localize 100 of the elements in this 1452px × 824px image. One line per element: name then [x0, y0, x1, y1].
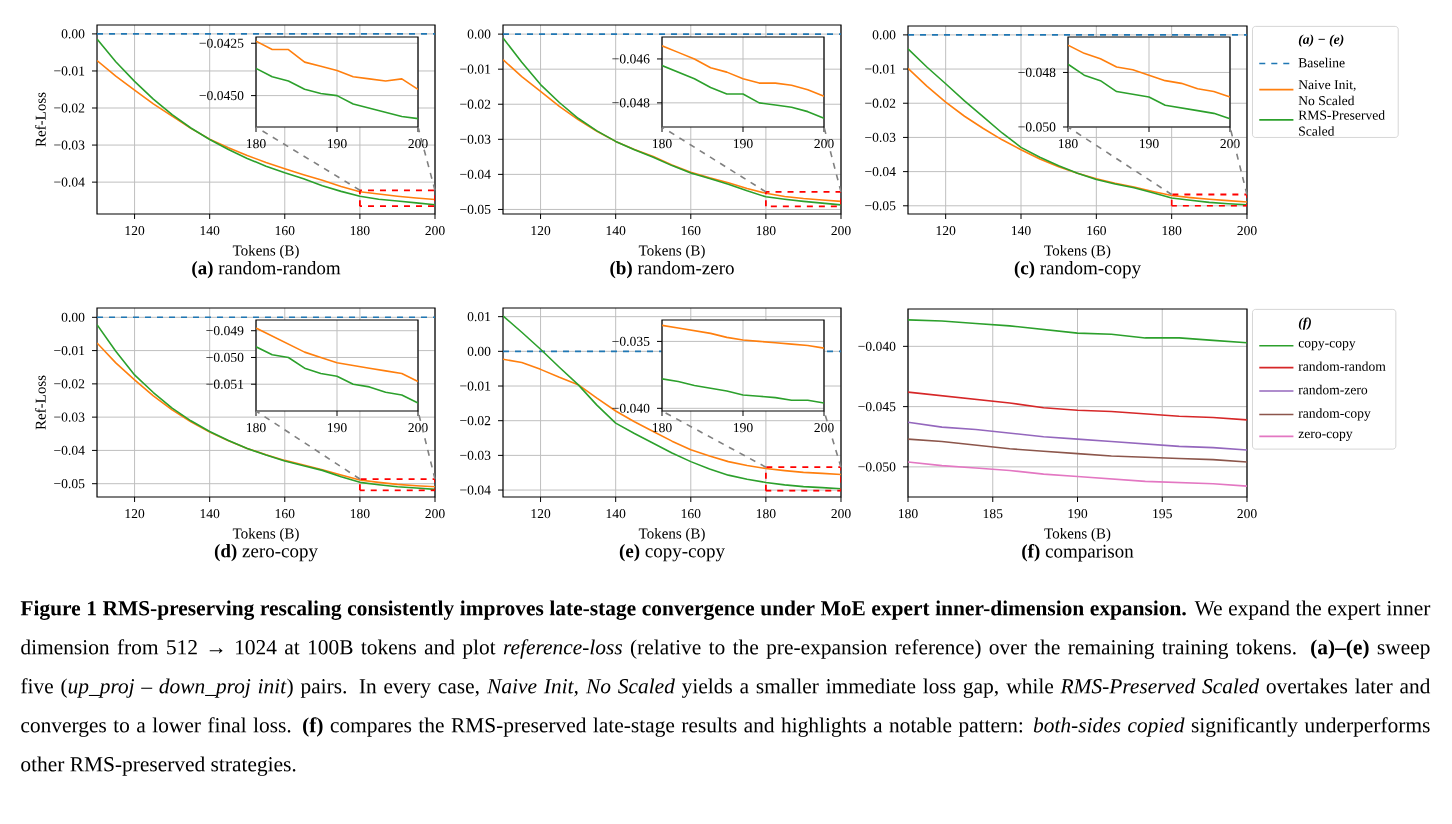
x-tick-label: 140 [200, 226, 220, 236]
text: Figure 1 RMS-preserving rescaling consistently improves late-stage convergence under MoE expert inner-dimension expansion. We expand the expert inner dimension from 512 → 1024 at 100B tokens and plot reference-loss (relative to the pre-expansion reference) over the remaining training tokens. (a)–(e) sweep five (up_proj – down_proj init) pairs. In every case, Naive Init, No Scaled yields a smaller immediate loss gap, while RMS-Preserved Scaled overtakes later and converges to a lower final loss. (f) compares the RMS-preserved late-stage results and highlights a notable pattern: both-sides copied significantly underperforms other RMS-preserved strategies. [20, 600, 1431, 776]
y-tick-label: −0.050 [858, 462, 896, 472]
y-tick-label: −0.045 [858, 401, 896, 412]
y-tick-label: −0.051 [206, 379, 244, 389]
y-tick-label: −0.04 [54, 445, 85, 456]
text: (e) copy-copy [619, 544, 725, 562]
y-tick-label: −0.0450 [199, 90, 244, 101]
x-tick-label: 180 [247, 423, 266, 433]
line-series [256, 40, 419, 91]
x-tick-label: 120 [531, 509, 551, 519]
y-tick-label: −0.02 [865, 98, 896, 108]
x-tick-label: 120 [531, 226, 551, 236]
x-tick-label: 140 [606, 226, 626, 236]
text: (c) random-copy [1014, 261, 1142, 279]
x-tick-label: 180 [350, 226, 370, 236]
legend-label: zero-copy [1298, 431, 1353, 442]
y-tick-label: −0.035 [612, 336, 650, 347]
y-tick-label: −0.03 [54, 412, 85, 422]
y-tick-label: 0.01 [467, 312, 491, 322]
x-tick-label: 160 [681, 509, 701, 519]
x-tick-label: 200 [425, 226, 445, 236]
x-tick-label: 160 [681, 226, 701, 236]
x-tick-label: 195 [1153, 509, 1172, 519]
y-tick-label: −0.048 [1018, 67, 1056, 78]
legend-label: Naive Init, No Scaled [1298, 80, 1356, 106]
y-tick-label: −0.0425 [199, 38, 244, 48]
x-tick-label: 120 [125, 509, 145, 519]
x-tick-label: 200 [1237, 226, 1257, 236]
y-tick-label: −0.03 [460, 450, 491, 460]
y-tick-label: −0.05 [865, 201, 896, 211]
legend-label: random-copy [1298, 408, 1371, 421]
x-tick-label: 200 [814, 423, 834, 433]
y-tick-label: −0.02 [460, 416, 491, 426]
y-tick-label: −0.049 [206, 326, 244, 336]
x-tick-label: 190 [328, 139, 347, 149]
y-tick-label: 0.00 [467, 346, 491, 356]
y-tick-label: −0.01 [54, 345, 85, 356]
x-tick-label: 180 [756, 226, 776, 236]
x-tick-label: 180 [350, 509, 370, 519]
text: (f) comparison [1022, 544, 1134, 562]
y-tick-label: −0.01 [54, 66, 85, 76]
y-tick-label: −0.050 [1018, 122, 1056, 132]
legend-label: Baseline [1298, 57, 1345, 68]
x-tick-label: 200 [408, 139, 428, 149]
x-tick-label: 160 [275, 226, 295, 236]
x-tick-label: 180 [1059, 139, 1078, 149]
x-tick-label: 180 [756, 509, 776, 519]
x-tick-label: 200 [1237, 509, 1257, 519]
legend-label: random-zero [1298, 384, 1368, 395]
y-axis-title: Ref-Loss [35, 92, 46, 147]
legend-label: random-random [1298, 361, 1386, 371]
y-tick-label: −0.048 [612, 98, 650, 108]
x-tick-label: 120 [936, 226, 956, 236]
y-tick-label: −0.02 [54, 103, 85, 113]
x-tick-label: 190 [734, 139, 753, 149]
x-axis-title: Tokens (B) [232, 527, 299, 542]
y-axis-title: Ref-Loss [35, 375, 46, 430]
x-tick-label: 200 [831, 509, 851, 519]
x-tick-label: 120 [125, 226, 145, 236]
x-tick-label: 140 [200, 509, 220, 519]
y-tick-label: 0.00 [467, 29, 491, 39]
x-tick-label: 200 [1220, 139, 1240, 149]
y-tick-label: −0.040 [858, 341, 896, 351]
y-tick-label: −0.04 [865, 166, 896, 177]
x-tick-label: 180 [653, 423, 672, 433]
y-tick-label: −0.050 [206, 352, 244, 363]
x-tick-label: 160 [1087, 226, 1106, 236]
y-tick-label: 0.00 [61, 312, 85, 322]
y-tick-label: −0.040 [612, 403, 650, 413]
x-tick-label: 190 [734, 423, 753, 433]
text: (d) zero-copy [214, 544, 318, 562]
x-tick-label: 200 [408, 423, 428, 433]
line-series [97, 38, 435, 206]
y-tick-label: −0.03 [54, 140, 85, 150]
x-axis-title: Tokens (B) [1044, 527, 1111, 542]
legend-label: copy-copy [1298, 340, 1356, 351]
x-tick-label: 140 [1011, 226, 1031, 236]
text: (b) random-zero [610, 261, 734, 279]
y-tick-label: −0.05 [460, 204, 491, 215]
x-tick-label: 180 [1162, 226, 1182, 236]
x-tick-label: 185 [983, 509, 1003, 519]
x-tick-label: 200 [831, 226, 851, 236]
x-tick-label: 190 [328, 423, 347, 433]
y-tick-label: −0.04 [54, 177, 85, 187]
line-series [256, 345, 419, 404]
x-tick-label: 190 [1140, 139, 1159, 149]
y-tick-label: −0.01 [460, 381, 491, 391]
x-tick-label: 200 [814, 139, 834, 149]
x-tick-label: 200 [425, 509, 445, 519]
x-axis-title: Tokens (B) [638, 527, 705, 542]
x-tick-label: 180 [899, 509, 918, 519]
x-tick-label: 180 [247, 139, 266, 149]
y-tick-label: −0.05 [54, 479, 85, 489]
legend-label: RMS-Preserved Scaled [1298, 110, 1385, 136]
text: (a) random-random [192, 261, 341, 279]
y-tick-label: −0.01 [865, 64, 896, 74]
y-tick-label: −0.04 [460, 169, 491, 179]
x-tick-label: 140 [606, 509, 626, 519]
legend-title: (f) [1298, 317, 1311, 330]
